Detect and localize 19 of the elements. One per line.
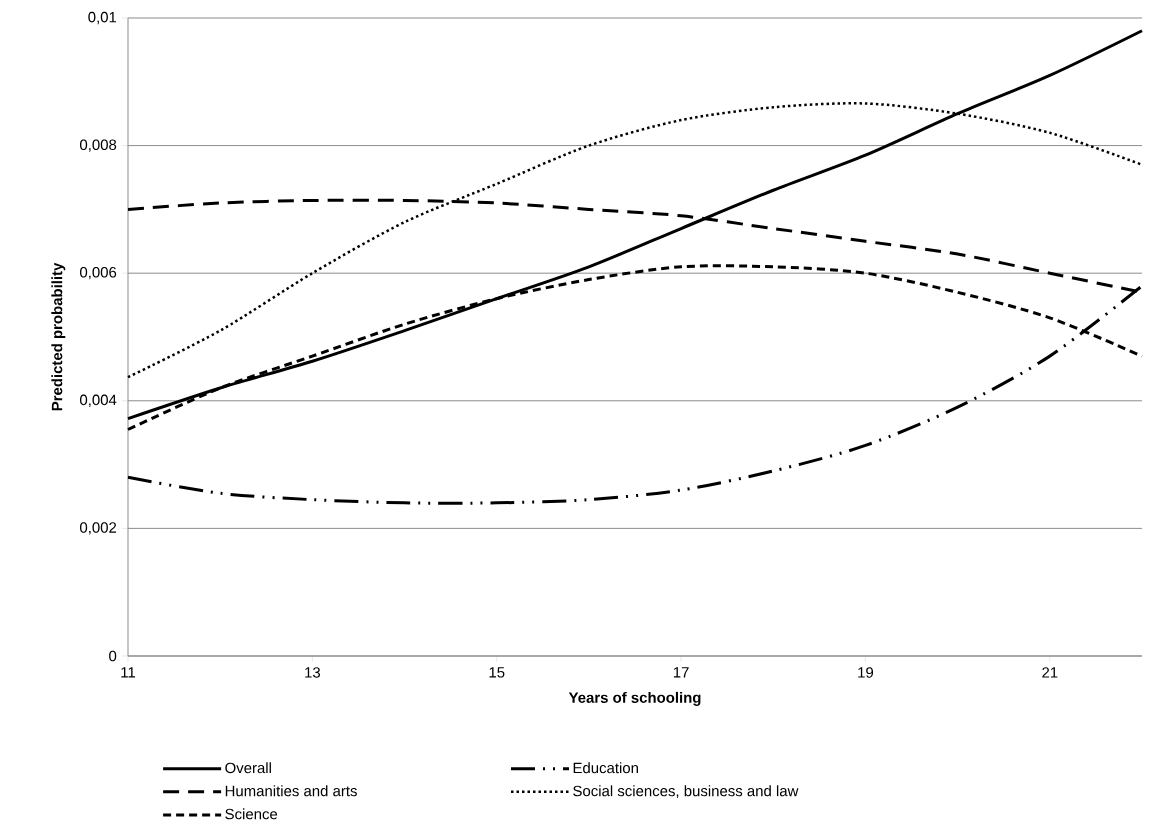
y-tick-label: 0,004 — [80, 394, 117, 407]
x-axis-title: Years of schooling — [568, 691, 701, 706]
legend-label: Overall — [225, 762, 271, 774]
y-tick-label: 0,008 — [80, 139, 117, 152]
x-tick-label: 15 — [489, 667, 505, 678]
legend-label: Education — [573, 762, 638, 774]
legend-label: Humanities and arts — [225, 785, 357, 797]
x-tick-label: 21 — [1042, 667, 1058, 678]
x-tick-label: 19 — [858, 667, 874, 678]
x-tick-label: 17 — [673, 667, 689, 678]
y-tick-label: 0,01 — [88, 11, 117, 25]
legend-label: Science — [225, 808, 278, 820]
legend-label: Social sciences, business and law — [573, 785, 799, 799]
x-tick-label: 13 — [305, 667, 321, 678]
y-axis-title: Predicted probability — [51, 262, 66, 411]
y-tick-label: 0,002 — [80, 522, 117, 535]
y-tick-label: 0,006 — [80, 267, 117, 280]
y-tick-label: 0 — [109, 650, 117, 662]
x-tick-label: 11 — [121, 667, 136, 678]
